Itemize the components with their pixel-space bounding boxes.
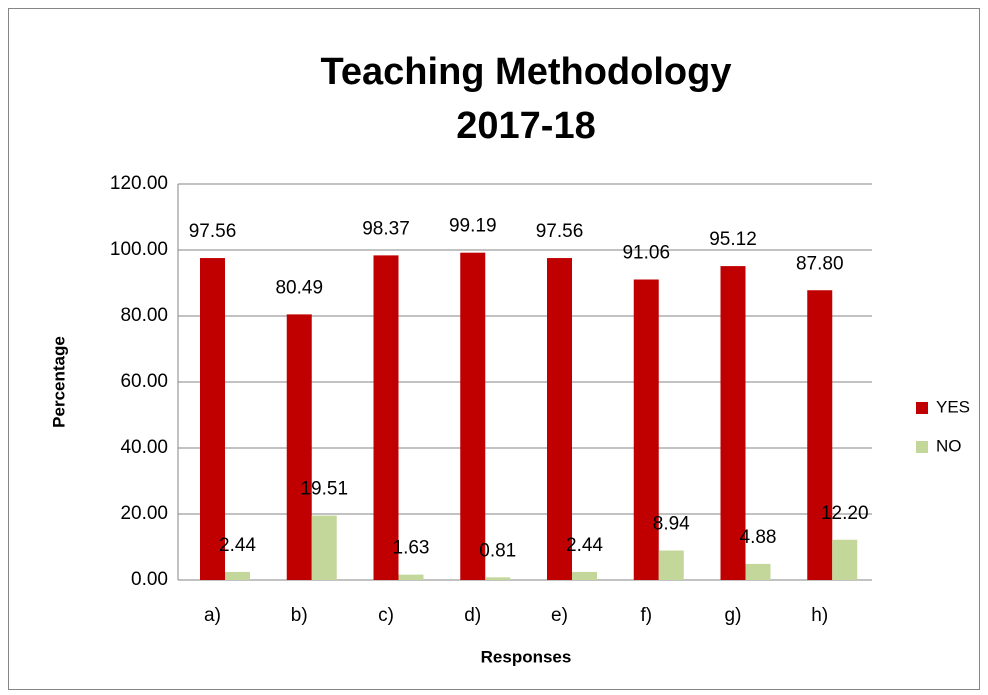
- bar: [807, 290, 833, 580]
- legend-label: YES: [936, 397, 970, 416]
- bar: [572, 571, 597, 580]
- bar: [720, 266, 746, 580]
- bar: [286, 314, 312, 580]
- bar: [633, 279, 659, 580]
- x-tick-label: g): [725, 605, 742, 626]
- data-label: 12.20: [821, 503, 869, 524]
- data-label: 2.44: [566, 535, 603, 556]
- y-tick-label: 40.00: [120, 437, 168, 458]
- data-label: 1.63: [393, 538, 430, 559]
- bar: [373, 255, 399, 580]
- data-label: 80.49: [275, 277, 323, 298]
- legend-label: NO: [936, 436, 962, 455]
- data-label: 87.80: [796, 253, 844, 274]
- bar: [832, 539, 858, 580]
- y-tick-label: 120.00: [110, 173, 168, 194]
- x-tick-label: h): [811, 605, 828, 626]
- x-tick-label: d): [464, 605, 481, 626]
- y-tick-label: 60.00: [120, 371, 168, 392]
- bar: [547, 258, 572, 580]
- y-tick-label: 100.00: [110, 239, 168, 260]
- data-label: 98.37: [362, 218, 410, 239]
- chart-title: Teaching Methodology: [321, 51, 732, 93]
- y-tick-label: 0.00: [131, 569, 168, 590]
- bar: [658, 550, 684, 580]
- y-tick-label: 20.00: [120, 503, 168, 524]
- x-tick-label: f): [640, 605, 652, 626]
- y-axis-label: Percentage: [49, 336, 68, 428]
- legend-swatch: [916, 402, 928, 414]
- data-label: 91.06: [622, 243, 670, 264]
- data-label: 95.12: [709, 229, 757, 250]
- data-label: 2.44: [219, 535, 256, 556]
- data-label: 97.56: [189, 221, 237, 242]
- data-label: 4.88: [740, 527, 777, 548]
- bar: [745, 563, 771, 580]
- x-tick-label: b): [291, 605, 308, 626]
- data-label: 99.19: [449, 216, 497, 237]
- data-label: 97.56: [536, 221, 584, 242]
- x-axis-label: Responses: [481, 647, 572, 666]
- bar: [225, 571, 250, 580]
- x-tick-label: e): [551, 605, 568, 626]
- bar: [460, 252, 486, 580]
- x-tick-label: c): [378, 605, 394, 626]
- bar: [398, 574, 424, 580]
- bar: [311, 515, 337, 580]
- data-label: 19.51: [300, 479, 348, 500]
- bar: [485, 577, 511, 580]
- chart-title: 2017-18: [456, 105, 595, 147]
- x-tick-label: a): [204, 605, 221, 626]
- data-label: 0.81: [479, 540, 516, 561]
- data-label: 8.94: [653, 514, 690, 535]
- y-tick-label: 80.00: [120, 305, 168, 326]
- bar: [200, 258, 225, 580]
- legend-swatch: [916, 441, 928, 453]
